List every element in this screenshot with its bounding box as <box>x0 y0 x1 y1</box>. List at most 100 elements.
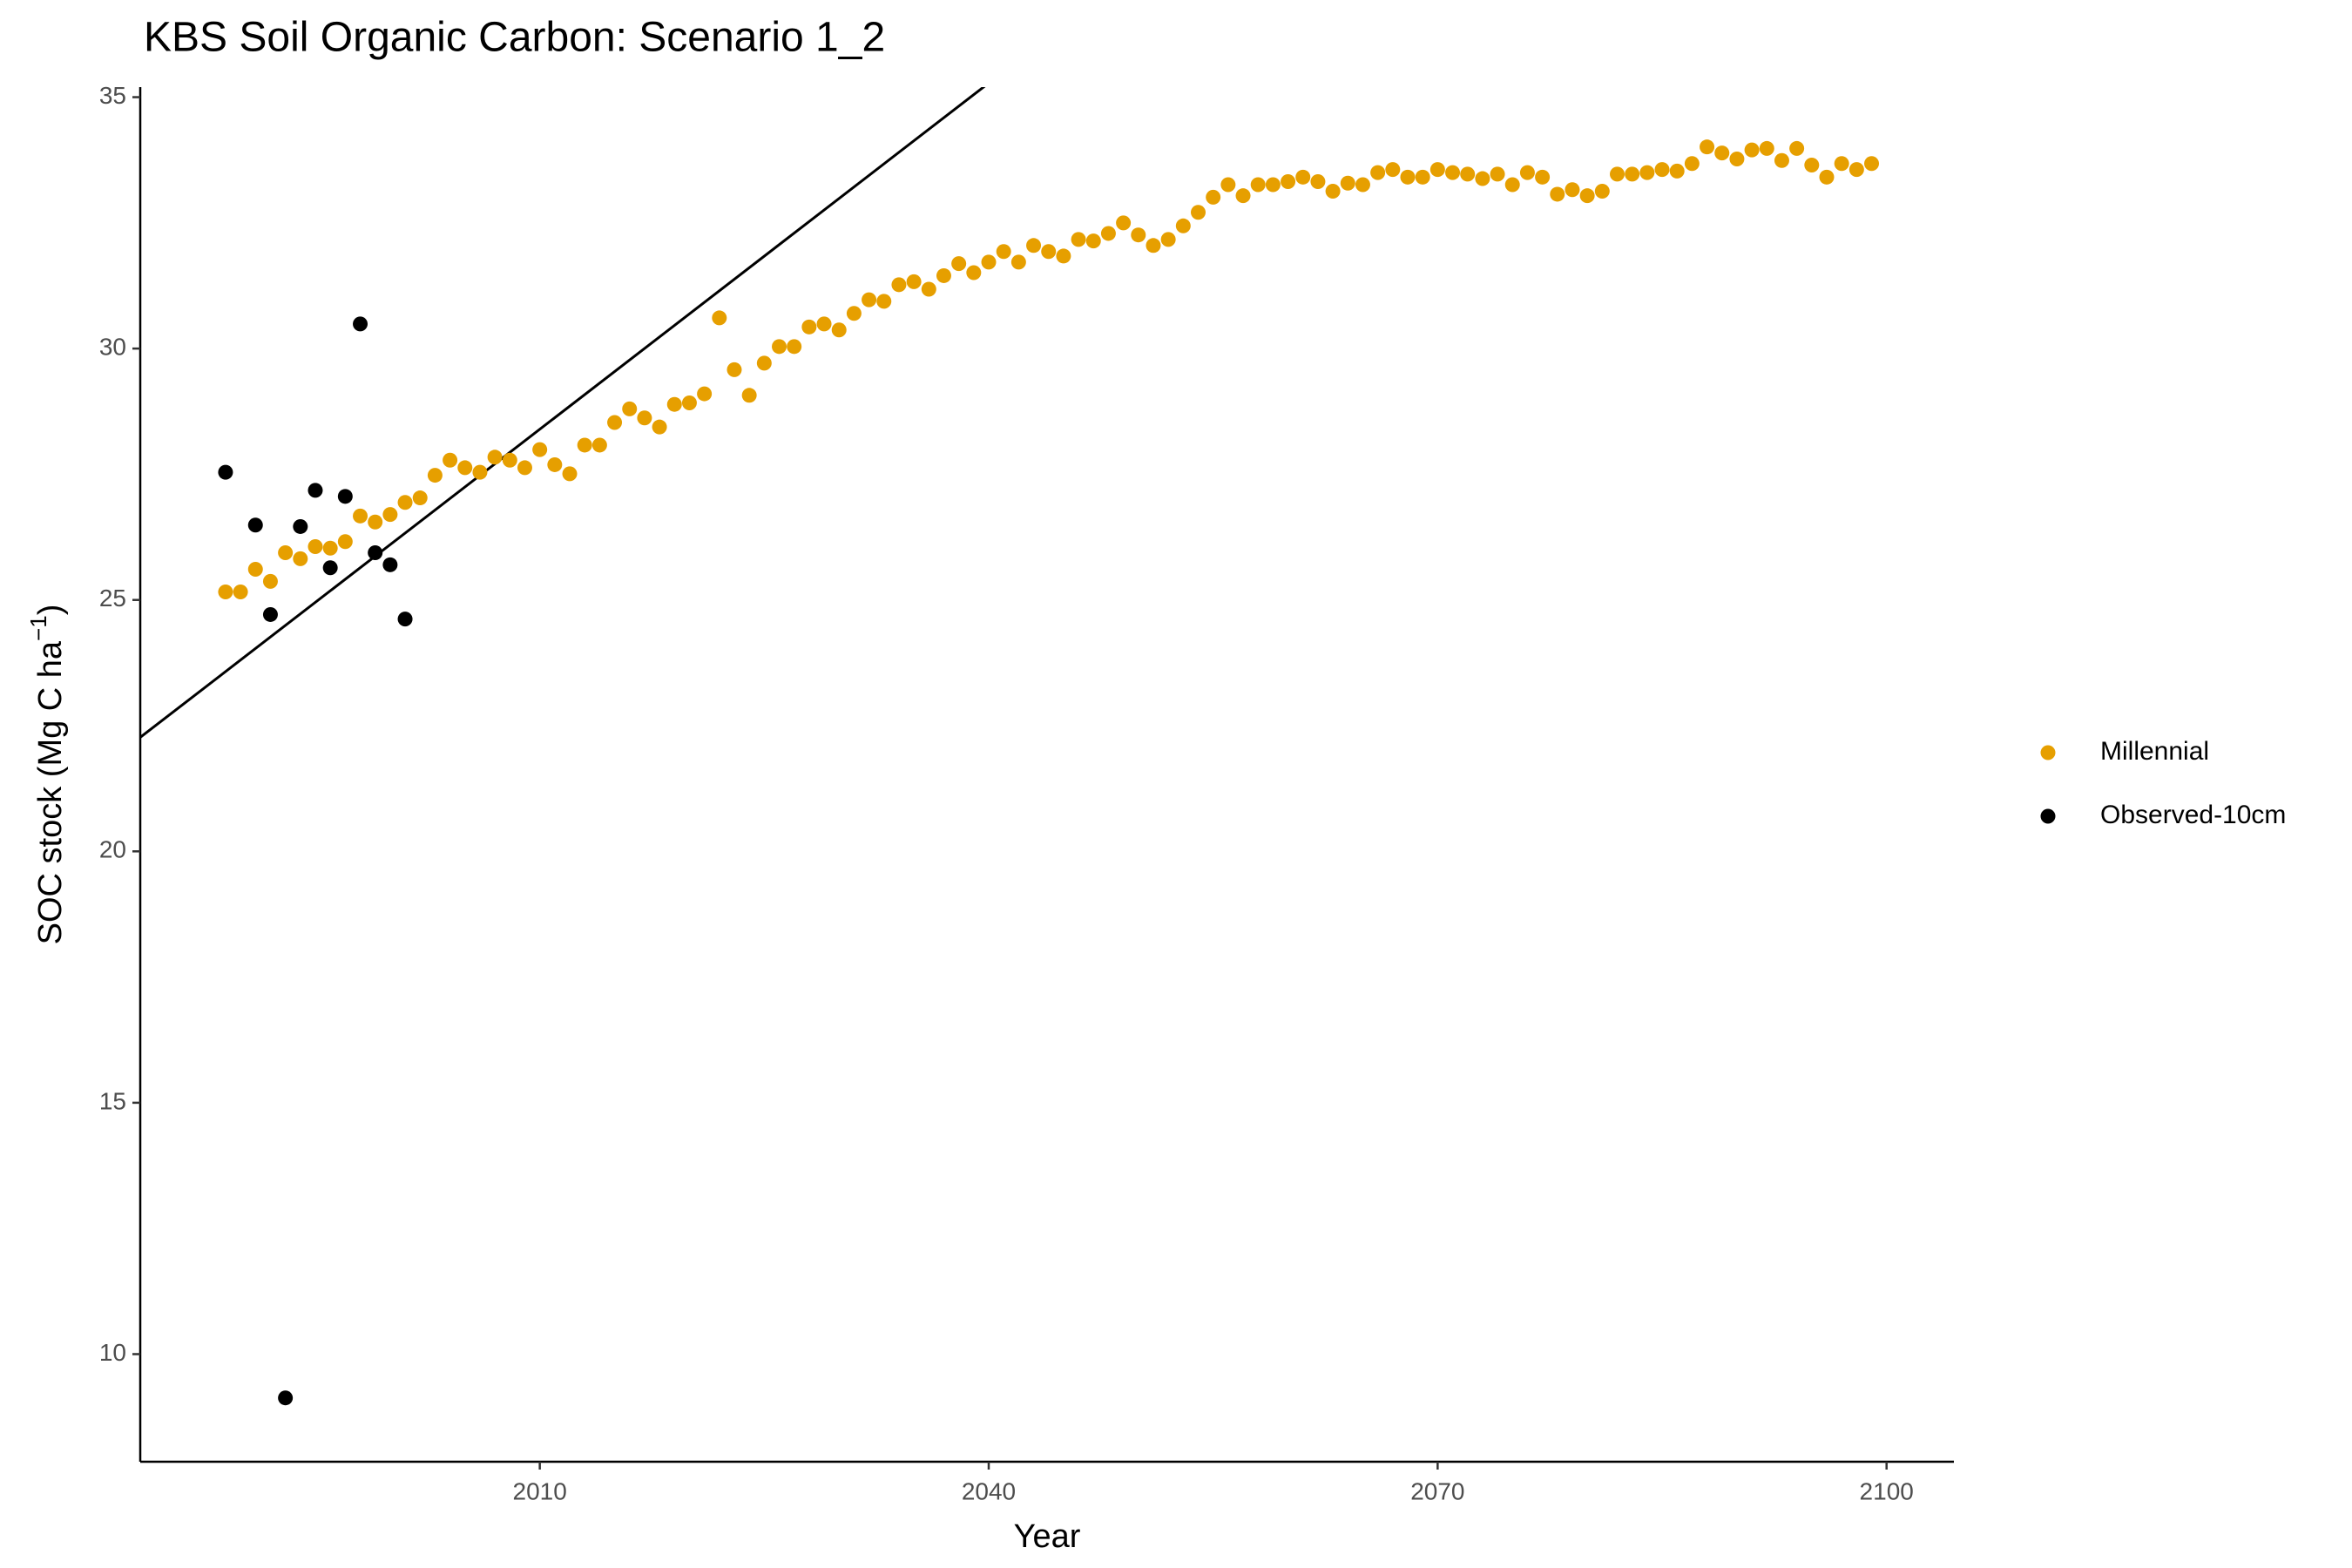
data-point <box>1729 152 1745 167</box>
data-point <box>1400 169 1416 185</box>
x-tick-label: 2010 <box>513 1477 567 1504</box>
data-point <box>697 386 713 402</box>
data-point <box>1504 177 1520 193</box>
data-point <box>681 395 697 410</box>
data-point <box>1429 162 1445 178</box>
data-point <box>247 517 263 533</box>
x-tick-label: 2100 <box>1860 1477 1914 1504</box>
data-point <box>772 339 787 355</box>
data-point <box>652 419 667 435</box>
data-point <box>727 362 742 377</box>
data-point <box>322 560 338 576</box>
data-point <box>1100 226 1116 241</box>
data-point <box>1355 177 1370 193</box>
data-point <box>1026 238 1042 253</box>
data-point <box>382 507 398 523</box>
data-point <box>951 256 967 272</box>
data-point <box>337 534 353 550</box>
data-point <box>502 452 517 468</box>
data-point <box>1804 157 1820 172</box>
data-point <box>368 514 383 530</box>
data-point <box>1594 183 1610 199</box>
data-point <box>1834 156 1849 172</box>
data-point <box>412 490 428 506</box>
data-point <box>1819 169 1835 185</box>
data-point <box>218 464 233 480</box>
data-point <box>233 584 248 599</box>
data-point <box>1550 186 1565 202</box>
data-point <box>1565 182 1580 198</box>
data-point <box>921 281 936 297</box>
data-point <box>1281 174 1296 190</box>
data-point <box>801 319 817 335</box>
data-point <box>278 544 294 560</box>
data-point <box>353 508 368 524</box>
data-point <box>1175 218 1191 233</box>
y-tick-label: 20 <box>99 836 126 863</box>
data-point <box>1295 169 1311 185</box>
data-point <box>427 468 443 483</box>
data-point <box>1654 162 1670 178</box>
legend-label: Millennial <box>2100 737 2209 766</box>
data-point <box>1041 244 1057 260</box>
data-point <box>218 584 233 599</box>
data-point <box>756 355 772 371</box>
data-point <box>891 277 907 293</box>
data-point <box>591 437 607 453</box>
data-point <box>637 410 652 426</box>
data-point <box>1131 227 1146 243</box>
chart-title: KBS Soil Organic Carbon: Scenario 1_2 <box>144 15 885 61</box>
x-tick-label: 2040 <box>962 1477 1016 1504</box>
data-point <box>1206 189 1221 205</box>
data-point <box>1265 177 1281 193</box>
data-point <box>666 396 682 412</box>
data-point <box>353 316 368 332</box>
legend-marker <box>2040 808 2056 824</box>
data-point <box>322 540 338 556</box>
data-point <box>1310 174 1326 190</box>
data-point <box>981 254 997 270</box>
data-point <box>1250 177 1266 193</box>
y-tick-label: 35 <box>99 82 126 109</box>
data-point <box>741 388 757 403</box>
data-point <box>1535 169 1551 185</box>
data-point <box>472 464 488 480</box>
data-point <box>1415 169 1430 185</box>
data-point <box>1789 140 1805 156</box>
data-point <box>936 267 951 283</box>
data-point <box>1385 162 1401 178</box>
data-point <box>443 452 458 468</box>
y-tick-label: 30 <box>99 334 126 361</box>
data-point <box>1684 156 1700 172</box>
data-point <box>1475 171 1490 186</box>
x-axis-title: Year <box>1014 1518 1081 1555</box>
data-point <box>1759 140 1774 156</box>
data-point <box>337 489 353 504</box>
data-point <box>787 339 802 355</box>
x-tick-label: 2070 <box>1410 1477 1464 1504</box>
data-point <box>1445 165 1461 180</box>
data-point <box>1085 233 1101 249</box>
data-point <box>1700 139 1715 155</box>
data-point <box>1774 152 1789 168</box>
reference-line <box>140 87 986 739</box>
data-point <box>1235 188 1251 204</box>
data-point <box>607 415 623 430</box>
data-point <box>1669 163 1685 179</box>
data-point <box>1010 254 1026 270</box>
data-point <box>517 460 532 476</box>
y-tick-label: 10 <box>99 1339 126 1366</box>
data-point <box>1220 177 1236 193</box>
data-point <box>382 557 398 572</box>
data-point <box>1609 166 1625 182</box>
plot-area <box>140 87 1880 1406</box>
data-point <box>906 274 922 289</box>
data-point <box>1519 165 1535 180</box>
data-point <box>1340 175 1355 191</box>
data-point <box>1370 165 1386 180</box>
data-point <box>487 449 503 465</box>
data-point <box>831 322 847 338</box>
data-point <box>262 606 278 622</box>
data-point <box>876 294 892 309</box>
